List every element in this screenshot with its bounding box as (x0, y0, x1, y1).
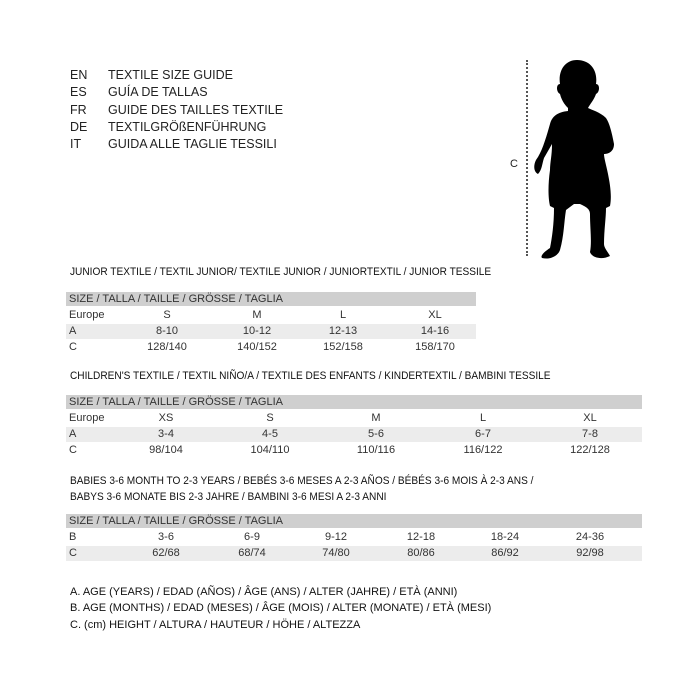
table-cell: XS (158, 412, 174, 424)
table-cell: 3-4 (158, 428, 174, 440)
children-size-header: SIZE / TALLA / TAILLE / GRÖSSE / TAGLIA (66, 395, 642, 409)
height-measure-label: C (510, 158, 518, 170)
table-cell: 98/104 (149, 444, 183, 456)
language-guide-title: TEXTILE SIZE GUIDE (108, 68, 234, 82)
table-cell: M (252, 309, 262, 321)
legend-c: C. (cm) HEIGHT / ALTURA / HAUTEUR / HÖHE… (70, 619, 361, 631)
children-title-text: CHILDREN'S TEXTILE / TEXTIL NIÑO/A / TEX… (70, 370, 551, 382)
table-cell: S (266, 412, 274, 424)
table-cell: 140/152 (237, 341, 277, 353)
table-cell: 80/86 (407, 547, 435, 559)
junior-section-title: JUNIOR TEXTILE / TEXTIL JUNIOR/ TEXTILE … (70, 266, 492, 278)
table-cell: 158/170 (415, 341, 455, 353)
table-cell: 86/92 (491, 547, 519, 559)
table-cell: 3-6 (158, 531, 174, 543)
table-cell: L (479, 412, 487, 424)
table-cell: 62/68 (152, 547, 180, 559)
language-guide-title: TEXTILGRÖßENFÜHRUNG (108, 119, 267, 134)
junior-size-header: SIZE / TALLA / TAILLE / GRÖSSE / TAGLIA (66, 292, 476, 306)
language-code: DE (70, 119, 88, 134)
table-row: Europe XS S M L XL (66, 411, 642, 426)
table-cell: 74/80 (322, 547, 350, 559)
row-label: B (69, 531, 77, 543)
table-cell: 24-36 (575, 531, 605, 543)
table-cell: 8-10 (155, 325, 179, 337)
table-row: C 62/68 68/74 74/80 80/86 86/92 92/98 (66, 546, 642, 561)
babies-size-header: SIZE / TALLA / TAILLE / GRÖSSE / TAGLIA (66, 514, 642, 528)
table-row: A 3-4 4-5 5-6 6-7 7-8 (66, 427, 642, 442)
table-cell: S (163, 309, 171, 321)
children-section-title: CHILDREN'S TEXTILE / TEXTIL NIÑO/A / TEX… (70, 370, 551, 382)
table-cell: XL (583, 412, 597, 424)
table-row: A 8-10 10-12 12-13 14-16 (66, 324, 476, 339)
babies-section-title-line2: BABYS 3-6 MONATE BIS 2-3 JAHRE / BAMBINI… (70, 491, 387, 503)
language-guide-title: GUIDE DES TAILLES TEXTILE (108, 102, 284, 117)
table-cell: 6-7 (475, 428, 491, 440)
table-cell: 92/98 (576, 547, 604, 559)
row-label: Europe (69, 412, 105, 424)
babies-section-title-line1: BABIES 3-6 MONTH TO 2-3 YEARS / BEBÉS 3-… (70, 475, 534, 487)
language-code: EN (70, 68, 88, 82)
table-cell: 14-16 (420, 325, 450, 337)
table-cell: 12-13 (328, 325, 358, 337)
table-cell: 12-18 (406, 531, 436, 543)
row-label: A (69, 325, 77, 337)
table-cell: 104/110 (250, 444, 290, 456)
baby-silhouette-icon (534, 60, 614, 259)
table-cell: 4-5 (262, 428, 278, 440)
table-row: B 3-6 6-9 9-12 12-18 18-24 24-36 (66, 530, 642, 545)
table-cell: 152/158 (323, 341, 363, 353)
language-guide-title: GUIDA ALLE TAGLIE TESSILI (108, 137, 277, 152)
table-cell: 68/74 (238, 547, 266, 559)
legend-b: B. AGE (MONTHS) / EDAD (MESES) / ÂGE (MO… (70, 602, 492, 614)
row-label: C (69, 547, 77, 559)
table-cell: 122/128 (570, 444, 610, 456)
language-code: FR (70, 102, 87, 117)
table-cell: 110/116 (356, 444, 396, 456)
row-label: Europe (69, 309, 105, 321)
row-label: A (69, 428, 77, 440)
language-code: ES (70, 85, 87, 100)
table-cell: 7-8 (582, 428, 598, 440)
table-cell: 9-12 (324, 531, 348, 543)
row-label: C (69, 341, 77, 353)
language-guide-title: GUÍA DE TALLAS (108, 85, 208, 100)
table-cell: 5-6 (368, 428, 384, 440)
table-cell: 6-9 (244, 531, 260, 543)
row-label: C (69, 444, 77, 456)
language-code: IT (70, 137, 82, 152)
table-cell: M (371, 412, 381, 424)
table-row: Europe S M L XL (66, 308, 476, 323)
table-cell: L (339, 309, 347, 321)
legend-a: A. AGE (YEARS) / EDAD (AÑOS) / ÂGE (ANS)… (70, 586, 458, 598)
height-measure-line (526, 60, 528, 256)
table-cell: 116/122 (463, 444, 503, 456)
table-cell: 10-12 (242, 325, 272, 337)
table-cell: 128/140 (147, 341, 187, 353)
table-cell: XL (428, 309, 442, 321)
table-row: C 128/140 140/152 152/158 158/170 (66, 340, 476, 355)
table-cell: 18-24 (490, 531, 520, 543)
table-row: C 98/104 104/110 110/116 116/122 122/128 (66, 443, 642, 458)
